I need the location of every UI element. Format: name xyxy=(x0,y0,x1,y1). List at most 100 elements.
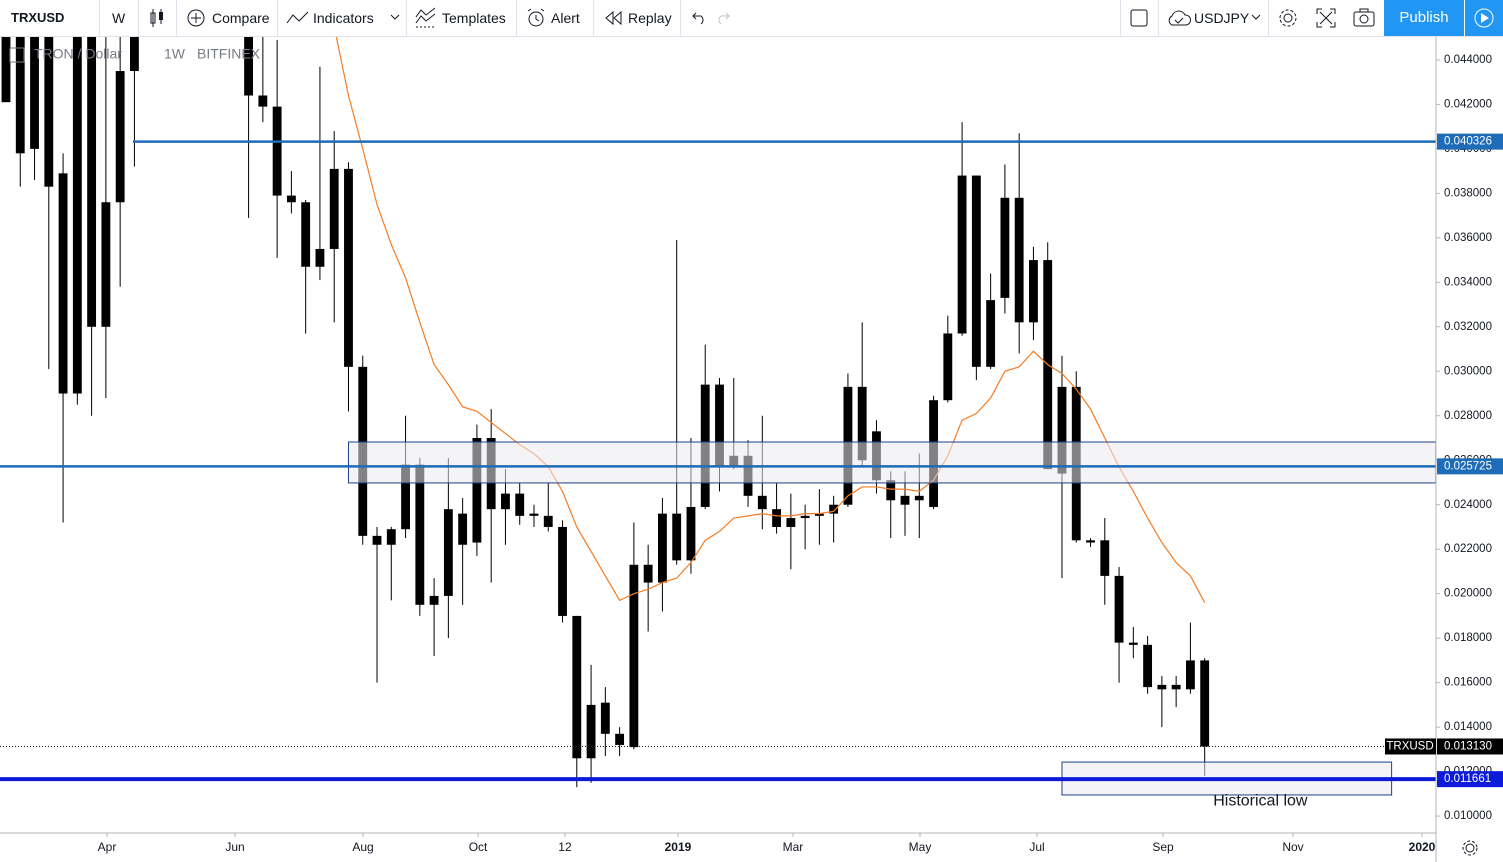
candle-body xyxy=(1143,644,1153,688)
replay-button[interactable]: Replay xyxy=(628,10,672,26)
legend-exchange: BITFINEX xyxy=(197,46,261,62)
layout-icon[interactable] xyxy=(1130,9,1148,45)
templates-icon[interactable] xyxy=(415,7,439,43)
indicators-button[interactable]: Indicators xyxy=(313,10,374,26)
x-tick-label: Nov xyxy=(1282,840,1303,854)
toolbar: TRXUSD W Compare Indicators Templates Al… xyxy=(0,0,1503,37)
candle-body xyxy=(401,464,410,530)
level-badge xyxy=(1437,133,1503,150)
x-tick-label: Mar xyxy=(783,840,804,854)
candle-body xyxy=(472,438,482,543)
templates-button[interactable]: Templates xyxy=(442,10,506,26)
candle-body xyxy=(657,513,667,583)
separator xyxy=(176,0,177,36)
candle-body xyxy=(1000,197,1010,298)
candle-body xyxy=(1171,684,1181,690)
dropdown-icon[interactable] xyxy=(390,14,400,50)
compare-icon[interactable] xyxy=(186,8,206,44)
chart-style-icon[interactable] xyxy=(148,8,166,44)
candle-body xyxy=(429,595,439,605)
candle-body xyxy=(87,37,97,327)
y-tick-label: 0.042000 xyxy=(1444,98,1492,110)
candle-body xyxy=(1,37,11,103)
candle-body xyxy=(1029,260,1038,323)
candle-body xyxy=(572,615,582,759)
replay-icon[interactable] xyxy=(604,11,624,47)
candle-body xyxy=(458,513,468,545)
candle-body xyxy=(914,495,924,501)
separator xyxy=(406,0,407,36)
candle-body xyxy=(686,506,696,561)
layout-name[interactable]: USDJPY xyxy=(1194,10,1250,26)
candle-body xyxy=(1157,684,1167,690)
symbol[interactable]: TRXUSD xyxy=(11,10,65,25)
candle-body xyxy=(629,564,639,748)
play-icon[interactable] xyxy=(1465,0,1503,36)
candle-body xyxy=(615,733,625,745)
candle-body xyxy=(15,37,25,154)
y-tick-label: 0.022000 xyxy=(1444,543,1492,555)
plot-area: Historical low xyxy=(0,37,1436,810)
current-price-name: TRXUSD xyxy=(1386,741,1433,753)
candle-body xyxy=(543,515,553,527)
settings-icon[interactable] xyxy=(1277,7,1299,43)
candle-body xyxy=(415,464,425,605)
cloud-icon[interactable] xyxy=(1166,9,1192,45)
y-tick-label: 0.016000 xyxy=(1444,677,1492,689)
candle-body xyxy=(272,106,282,196)
x-tick-label: May xyxy=(909,840,932,854)
snapshot-icon[interactable] xyxy=(1353,8,1375,44)
candle-body xyxy=(244,37,254,96)
candle-body xyxy=(315,248,325,267)
candle-body xyxy=(501,493,510,510)
publish-button[interactable]: Publish xyxy=(1384,0,1464,36)
y-tick-label: 0.024000 xyxy=(1444,499,1492,511)
y-tick-label: 0.032000 xyxy=(1444,321,1492,333)
candle-body xyxy=(772,509,782,527)
separator xyxy=(1120,0,1121,36)
candle-body xyxy=(372,535,382,545)
axis-settings-icon[interactable] xyxy=(1462,840,1478,856)
y-tick-label: 0.020000 xyxy=(1444,588,1492,600)
play-button[interactable] xyxy=(1465,0,1503,36)
separator xyxy=(680,0,681,36)
undo-redo-icons[interactable] xyxy=(689,10,733,46)
separator xyxy=(1158,0,1159,36)
compare-button[interactable]: Compare xyxy=(212,10,270,26)
legend-interval: 1W xyxy=(164,46,186,62)
y-tick-label: 0.014000 xyxy=(1444,721,1492,733)
alert-button[interactable]: Alert xyxy=(551,10,580,26)
candle-body xyxy=(886,480,896,501)
candle-body xyxy=(44,37,54,187)
level-label: 0.040326 xyxy=(1444,136,1492,148)
level-label: 0.025725 xyxy=(1444,460,1492,472)
legend-icon[interactable] xyxy=(9,47,25,63)
y-tick-label: 0.018000 xyxy=(1444,632,1492,644)
alert-icon[interactable] xyxy=(525,7,547,43)
interval[interactable]: W xyxy=(112,10,126,26)
fullscreen-icon[interactable] xyxy=(1316,8,1336,44)
legend-name: TRON / Dollar xyxy=(34,46,122,62)
y-tick-label: 0.038000 xyxy=(1444,187,1492,199)
x-tick-label: Jul xyxy=(1029,840,1044,854)
candle-body xyxy=(672,513,682,561)
current-price-badge xyxy=(1437,738,1503,755)
separator xyxy=(516,0,517,36)
x-tick-label: 2020 xyxy=(1409,840,1436,854)
candle-body xyxy=(786,518,796,527)
x-tick-label: 2019 xyxy=(665,840,692,854)
current-price-name-badge xyxy=(1385,738,1436,755)
y-tick-label: 0.034000 xyxy=(1444,276,1492,288)
candle-body xyxy=(800,515,810,519)
candle-body xyxy=(443,509,453,596)
annotation: Historical low xyxy=(1213,793,1308,810)
candle-body xyxy=(1128,642,1138,645)
dropdown-icon[interactable] xyxy=(1251,14,1261,50)
candle-body xyxy=(957,175,967,334)
candle-body xyxy=(857,386,867,461)
indicators-icon[interactable] xyxy=(286,9,310,45)
separator xyxy=(1268,0,1269,36)
current-price-label: 0.013130 xyxy=(1444,741,1492,753)
candle-body xyxy=(529,513,539,516)
